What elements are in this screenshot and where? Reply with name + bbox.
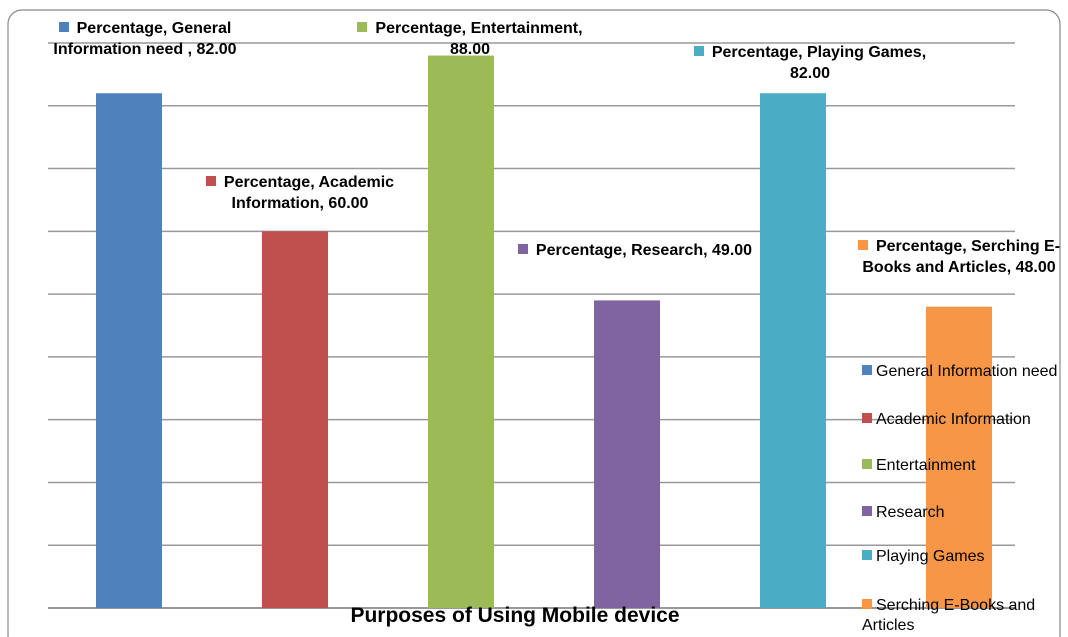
chart-border bbox=[7, 9, 1061, 637]
legend-marker bbox=[862, 413, 872, 423]
bar bbox=[594, 300, 660, 608]
legend-item: Research bbox=[862, 503, 1062, 523]
legend-marker bbox=[862, 365, 872, 375]
legend-text: Serching E-Books and Articles bbox=[862, 597, 1036, 634]
legend-text: Academic Information bbox=[876, 411, 1031, 428]
legend-marker bbox=[862, 506, 872, 516]
label-marker bbox=[517, 244, 528, 254]
data-label: Percentage, Playing Games, 82.00 bbox=[690, 42, 930, 84]
label-marker bbox=[357, 22, 368, 32]
label-text: Percentage, Playing Games, 82.00 bbox=[711, 44, 927, 82]
legend-marker bbox=[862, 459, 872, 469]
label-text: Percentage, Research, 49.00 bbox=[535, 242, 753, 259]
bar bbox=[428, 55, 494, 609]
data-label: Percentage, General Information need , 8… bbox=[30, 18, 260, 60]
bar bbox=[262, 231, 328, 609]
legend-item: General Information need bbox=[862, 362, 1062, 382]
legend-marker bbox=[862, 550, 872, 560]
legend-text: Entertainment bbox=[876, 457, 976, 474]
label-text: Percentage, Serching E-Books and Article… bbox=[862, 238, 1061, 276]
legend-item: Entertainment bbox=[862, 456, 1062, 476]
label-marker bbox=[693, 46, 704, 56]
bar bbox=[760, 93, 826, 608]
label-text: Percentage, Academic Information, 60.00 bbox=[223, 174, 395, 212]
legend-item: Academic Information bbox=[862, 410, 1062, 430]
legend-item: Serching E-Books and Articles bbox=[862, 596, 1062, 636]
label-text: Percentage, General Information need , 8… bbox=[53, 20, 237, 58]
bar bbox=[926, 306, 992, 608]
legend-text: General Information need bbox=[876, 363, 1058, 380]
legend-item: Playing Games bbox=[862, 547, 1062, 567]
legend-text: Playing Games bbox=[876, 548, 985, 565]
chart-title: Purposes of Using Mobile device bbox=[350, 604, 680, 627]
label-marker bbox=[857, 240, 868, 250]
label-marker bbox=[58, 22, 69, 32]
data-label: Percentage, Serching E-Books and Article… bbox=[850, 236, 1068, 278]
legend-marker bbox=[862, 599, 872, 609]
label-marker bbox=[205, 176, 216, 186]
bar bbox=[96, 93, 162, 608]
data-label: Percentage, Research, 49.00 bbox=[510, 240, 760, 261]
legend-text: Research bbox=[876, 504, 945, 521]
data-label: Percentage, Academic Information, 60.00 bbox=[180, 172, 420, 214]
label-text: Percentage, Entertainment, 88.00 bbox=[375, 20, 583, 58]
data-label: Percentage, Entertainment, 88.00 bbox=[350, 18, 590, 60]
